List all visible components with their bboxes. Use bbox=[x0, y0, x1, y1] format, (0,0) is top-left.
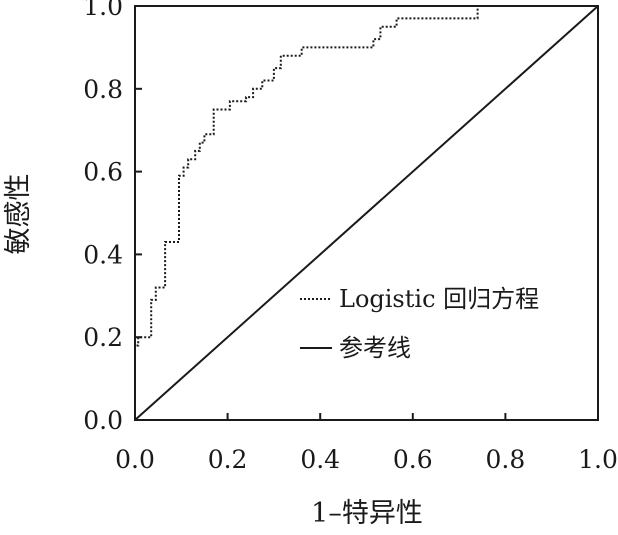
x-axis-ticks: 0.0 0.2 0.4 0.6 0.8 1.0 bbox=[115, 413, 618, 474]
y-tick-label: 0.0 bbox=[83, 406, 123, 435]
y-axis-ticks: 0.0 0.2 0.4 0.6 0.8 1.0 bbox=[83, 0, 142, 435]
y-tick-label: 0.8 bbox=[83, 75, 123, 104]
plot-frame bbox=[134, 5, 599, 421]
x-tick-label: 0.6 bbox=[393, 445, 433, 474]
y-axis-title: 敏感性 bbox=[3, 174, 34, 255]
legend-label-logistic: Logistic 回归方程 bbox=[339, 285, 539, 313]
x-tick-label: 1.0 bbox=[578, 445, 618, 474]
x-tick-label: 0.4 bbox=[300, 445, 340, 474]
y-tick-label: 0.4 bbox=[83, 240, 123, 269]
x-tick-label: 0.8 bbox=[486, 445, 526, 474]
y-tick-label: 0.6 bbox=[83, 158, 123, 187]
series-layer bbox=[134, 5, 599, 421]
x-tick-label: 0.2 bbox=[208, 445, 248, 474]
series-logistic-line bbox=[134, 5, 598, 420]
y-tick-label: 1.0 bbox=[83, 0, 123, 21]
legend-label-reference: 参考线 bbox=[339, 334, 411, 362]
y-tick-label: 0.2 bbox=[83, 323, 123, 352]
legend: Logistic 回归方程 参考线 bbox=[300, 285, 539, 362]
x-axis-title: 1–特异性 bbox=[311, 498, 423, 529]
series-reference-line bbox=[134, 5, 599, 421]
x-tick-label: 0.0 bbox=[115, 445, 155, 474]
